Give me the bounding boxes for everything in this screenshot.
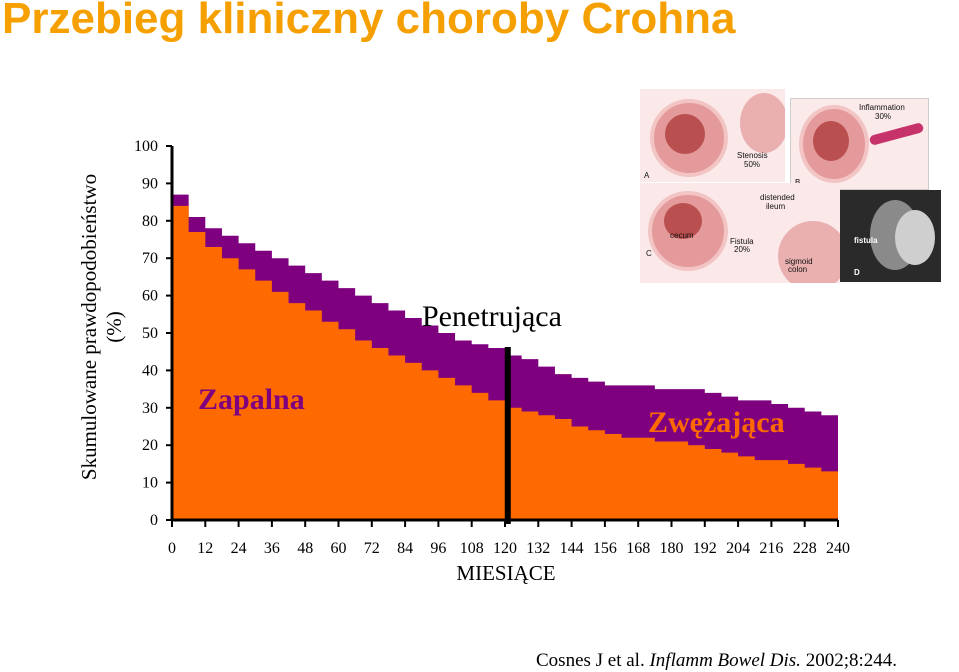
- chart-ticks: 0 10 20 30 40 50 60 70 80 90 100 0 12 24 36 48 60 72 84 96 1…: [134, 138, 850, 585]
- x-tick-label: 120: [493, 540, 517, 557]
- y-tick-label: 0: [150, 512, 158, 529]
- label-penetrating: Penetrująca: [422, 300, 562, 333]
- fistula-percent-label: Fistula: [730, 237, 754, 246]
- panel-letter: D: [854, 268, 860, 277]
- y-tick-label: 20: [142, 437, 158, 454]
- x-tick-label: 144: [560, 540, 584, 557]
- inflammation-label: Inflammation: [859, 103, 905, 112]
- x-tick-label: 0: [168, 540, 176, 557]
- y-tick-label: 10: [142, 475, 158, 492]
- ileum-label: ileum: [766, 202, 786, 211]
- x-tick-label: 72: [364, 540, 380, 557]
- panel-letter: C: [646, 249, 652, 258]
- x-tick-label: 132: [526, 540, 550, 557]
- citation-journal: Inflamm Bowel Dis.: [649, 650, 801, 671]
- fistula-percent: 20%: [734, 245, 751, 254]
- y-tick-label: 70: [142, 250, 158, 267]
- panel-letter: A: [644, 171, 650, 180]
- x-tick-label: 60: [331, 540, 347, 557]
- x-tick-label: 228: [793, 540, 817, 557]
- distended-label: distended: [760, 193, 795, 202]
- x-tick-label: 168: [626, 540, 650, 557]
- x-tick-label: 240: [826, 540, 850, 557]
- y-axis-label: Skumulowane prawdopodobieństwo (%): [77, 173, 126, 481]
- x-tick-label: 84: [397, 540, 413, 557]
- inflammation-percent: 30%: [875, 112, 892, 121]
- fistula-label: fistula: [854, 236, 878, 245]
- y-tick-label: 100: [134, 138, 158, 155]
- colon-label: colon: [788, 265, 808, 274]
- x-tick-label: 24: [231, 540, 247, 557]
- illustration-panel-b: B Inflammation 30%: [790, 98, 929, 190]
- x-tick-label: 216: [759, 540, 783, 557]
- x-tick-label: 12: [197, 540, 213, 557]
- y-tick-label: 60: [142, 288, 158, 305]
- cecum-label: cecum: [670, 231, 694, 240]
- x-tick-label: 156: [593, 540, 617, 557]
- illustration-panel-a: A Stenosis 50%: [640, 89, 785, 182]
- citation-ref: 2002;8:244.: [805, 650, 897, 671]
- illustration-panel-d: fistula D: [840, 190, 941, 282]
- chart-annotations: Zapalna Penetrująca Zwężająca: [198, 300, 785, 439]
- y-tick-label: 30: [142, 400, 158, 417]
- x-axis-label: MIESIĄCE: [456, 561, 555, 585]
- illustration-panel-c: C cecum distended ileum Fistula 20% sigm…: [640, 183, 840, 283]
- label-stricturing: Zwężająca: [648, 406, 785, 439]
- area-inflammatory: [172, 205, 838, 520]
- label-inflammatory: Zapalna: [198, 383, 305, 416]
- x-tick-label: 180: [660, 540, 684, 557]
- y-tick-label: 40: [142, 362, 158, 379]
- panel-letter: B: [795, 178, 800, 187]
- citation: Cosnes J et al. Inflamm Bowel Dis. 2002;…: [536, 650, 897, 672]
- x-tick-label: 192: [693, 540, 717, 557]
- x-tick-label: 48: [297, 540, 313, 557]
- x-tick-label: 96: [430, 540, 446, 557]
- sigmoid-label: sigmoid: [785, 257, 813, 266]
- y-tick-label: 50: [142, 325, 158, 342]
- y-tick-label: 90: [142, 175, 158, 192]
- slide-title: Przebieg kliniczny choroby Crohna: [2, 0, 736, 43]
- crohn-course-chart: 0 10 20 30 40 50 60 70 80 90 100 0 12 24 36 48 60 72 84 96 1…: [134, 138, 850, 585]
- x-tick-label: 204: [726, 540, 750, 557]
- y-tick-label: 80: [142, 213, 158, 230]
- stenosis-percent: 50%: [744, 160, 761, 169]
- citation-authors: Cosnes J et al.: [536, 650, 645, 671]
- x-tick-label: 108: [460, 540, 484, 557]
- stenosis-label: Stenosis: [737, 151, 768, 160]
- x-tick-label: 36: [264, 540, 280, 557]
